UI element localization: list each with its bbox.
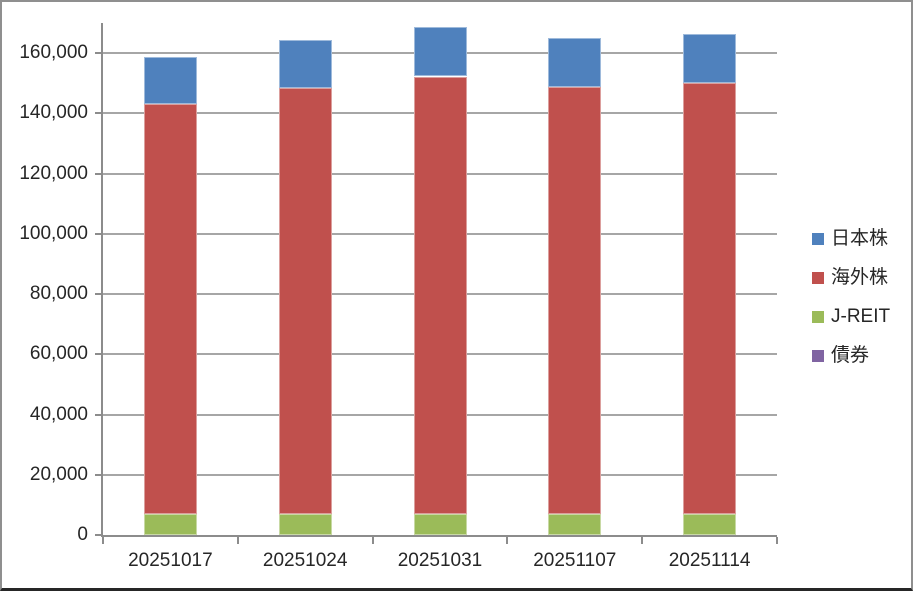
x-axis-tick <box>641 537 644 544</box>
x-axis-tick-label: 20251114 <box>668 550 751 571</box>
x-axis-tick <box>102 537 104 544</box>
x-axis-tick <box>776 537 778 544</box>
bar <box>413 23 467 535</box>
bar-segment <box>548 514 602 535</box>
legend-swatch-icon <box>812 232 824 245</box>
legend-swatch-icon <box>812 310 824 323</box>
bar-segment <box>683 34 737 83</box>
bar-segment <box>143 57 197 104</box>
y-axis-tick <box>95 52 103 55</box>
bar <box>278 23 332 535</box>
bar-segment <box>683 514 737 535</box>
y-axis-tick-label: 80,000 <box>29 283 88 305</box>
x-axis-tick-label: 20251107 <box>533 550 617 571</box>
legend: 日本株海外株 J-REIT 債券 <box>812 227 890 383</box>
y-axis-tick <box>95 353 103 356</box>
y-axis-tick-label: 160,000 <box>19 42 88 64</box>
x-axis-tick <box>506 537 509 544</box>
bars <box>103 23 777 535</box>
legend-label: 債券 <box>831 345 870 366</box>
y-axis-tick-label: 100,000 <box>19 222 88 244</box>
y-axis-tick <box>95 473 103 476</box>
plot-area <box>101 23 777 537</box>
y-axis-tick-label: 120,000 <box>19 162 88 184</box>
y-axis-tick <box>95 293 103 296</box>
legend-item: J-REIT <box>812 305 890 328</box>
bar-segment <box>548 38 602 87</box>
x-axis-tick-label: 20251017 <box>128 550 213 571</box>
bar <box>548 23 602 535</box>
x-axis-tick-label: 20251031 <box>397 550 483 571</box>
y-axis-tick-label: 20,000 <box>29 463 88 485</box>
bar-segment <box>278 88 332 514</box>
y-axis-tick <box>95 112 103 115</box>
bar-segment <box>548 87 602 514</box>
bar <box>143 23 197 535</box>
y-axis-tick <box>95 413 103 416</box>
bar-segment <box>278 514 332 535</box>
bar-segment <box>278 40 332 88</box>
legend-swatch-icon <box>812 349 824 362</box>
legend-item: 海外株 <box>812 266 890 289</box>
x-axis-tick <box>371 537 374 544</box>
y-axis-tick <box>95 232 103 235</box>
y-axis-tick-label: 0 <box>77 524 88 545</box>
bar-segment <box>143 104 197 514</box>
legend-item: 債券 <box>812 344 890 367</box>
y-axis-tick <box>95 534 103 536</box>
bar-segment <box>143 514 197 535</box>
legend-label: 日本株 <box>831 228 889 249</box>
y-axis-tick-label: 60,000 <box>29 343 88 365</box>
legend-item: 日本株 <box>812 227 890 250</box>
legend-swatch-icon <box>812 271 824 284</box>
x-axis-tick-label: 20251024 <box>262 550 348 571</box>
x-axis-tick <box>236 537 239 544</box>
bar-segment <box>413 27 467 76</box>
bar <box>683 23 737 535</box>
y-axis-tick-label: 40,000 <box>29 403 88 425</box>
legend-label: 海外株 <box>831 267 889 288</box>
y-axis-tick <box>95 172 103 175</box>
bar-segment <box>683 83 737 514</box>
legend-label: J-REIT <box>831 306 891 327</box>
bar-segment <box>413 77 467 514</box>
bar-segment <box>413 514 467 535</box>
y-axis-tick-label: 140,000 <box>19 102 88 124</box>
